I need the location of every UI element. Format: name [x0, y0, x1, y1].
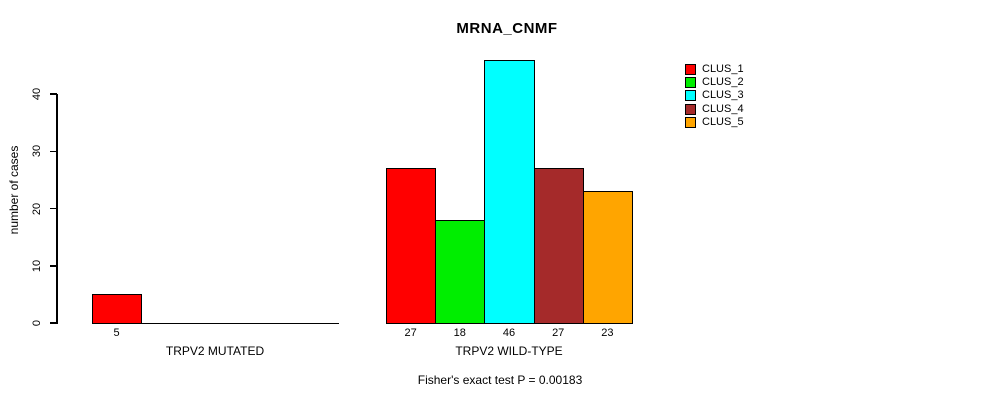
legend-swatch-CLUS_2	[685, 77, 696, 89]
chart-title: MRNA_CNMF	[456, 20, 558, 37]
legend-row: CLUS_5	[685, 116, 744, 129]
legend-row: CLUS_2	[685, 76, 744, 89]
legend-swatch-CLUS_4	[685, 103, 696, 115]
legend-row: CLUS_3	[685, 89, 744, 102]
bar-CLUS_1	[92, 294, 143, 324]
bar-value-label: 23	[601, 327, 614, 339]
legend-swatch-CLUS_3	[685, 90, 696, 102]
bar-value-label: 27	[552, 327, 565, 339]
bar-CLUS_1	[386, 168, 437, 324]
fisher-test-caption: Fisher's exact test P = 0.00183	[417, 373, 583, 387]
bar-CLUS_3	[484, 59, 535, 324]
y-axis-tick-label: 20	[31, 202, 43, 215]
bar-CLUS_4	[533, 168, 584, 324]
y-axis-tick	[50, 93, 57, 95]
group-baseline	[92, 322, 339, 324]
bar-value-label: 5	[113, 327, 120, 339]
bar-CLUS_5	[582, 191, 633, 324]
y-axis-tick	[50, 265, 57, 267]
y-axis-tick-label: 0	[31, 319, 43, 327]
y-axis-tick	[50, 150, 57, 152]
bar-value-label: 18	[453, 327, 466, 339]
legend-label: CLUS_3	[702, 89, 744, 102]
legend-swatch-CLUS_1	[685, 64, 696, 76]
bar-value-label: 46	[502, 327, 516, 339]
y-axis-tick-label: 30	[31, 145, 43, 158]
bar-CLUS_2	[435, 219, 486, 324]
legend-label: CLUS_4	[702, 102, 744, 115]
legend-row: CLUS_4	[685, 103, 744, 116]
legend: CLUS_1 CLUS_2 CLUS_3 CLUS_4 CLUS_5	[685, 63, 744, 129]
y-axis-label: number of cases	[7, 145, 21, 235]
legend-label: CLUS_2	[702, 76, 744, 89]
y-axis-tick-label: 10	[31, 259, 43, 272]
legend-label: CLUS_1	[702, 63, 744, 76]
legend-row: CLUS_1	[685, 63, 744, 76]
group-label-trpv2-mutated: TRPV2 MUTATED	[165, 344, 265, 358]
y-axis-tick-label: 40	[31, 87, 43, 101]
legend-swatch-CLUS_5	[685, 116, 696, 128]
bar-value-label: 27	[404, 327, 417, 339]
legend-label: CLUS_5	[702, 115, 744, 128]
y-axis-tick	[50, 207, 57, 210]
group-label-trpv2-wild-type: TRPV2 WILD-TYPE	[455, 344, 563, 358]
y-axis-tick	[50, 322, 57, 324]
